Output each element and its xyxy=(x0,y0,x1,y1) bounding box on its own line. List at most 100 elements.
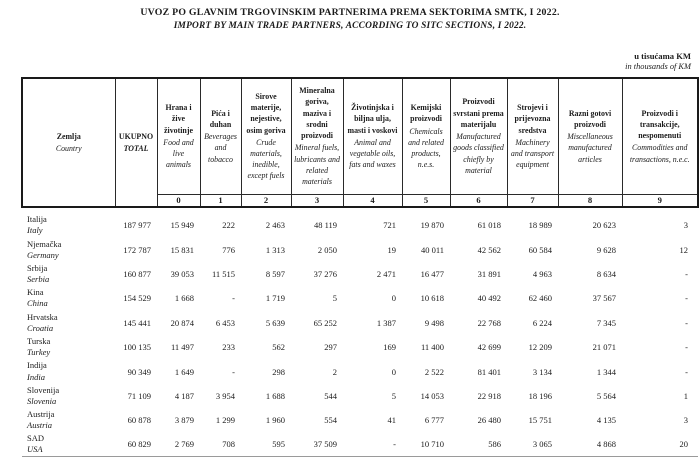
total-cell: 71 109 xyxy=(127,390,151,401)
country-cell: Njemačka Germany xyxy=(22,237,115,261)
value-cell: 15 831 xyxy=(170,244,194,255)
country-name-en: India xyxy=(27,371,45,382)
value-cell: 0 xyxy=(391,366,396,377)
value-cell: 12 xyxy=(679,244,689,255)
value-cell: 18 989 xyxy=(528,220,552,231)
value-cell: 11 515 xyxy=(211,268,235,279)
column-header-section-4: Životinjska i biljna ulja, masti i vosko… xyxy=(342,77,403,195)
total-cell: 60 878 xyxy=(127,415,151,426)
section-header-bs: Hrana i žive životinje xyxy=(164,103,193,135)
value-cell: 10 710 xyxy=(402,432,450,458)
value-cell: - xyxy=(343,432,402,458)
section-header-en: Mineral fuels, lubricants and related ma… xyxy=(294,143,340,187)
value-cell: - xyxy=(232,293,235,304)
value-cell: 4 963 xyxy=(532,268,552,279)
section-header-bs: Razni gotovi proizvodi xyxy=(568,108,612,129)
total-cell: 154 529 xyxy=(123,293,151,304)
value-cell: - xyxy=(685,317,688,328)
value-cell: 298 xyxy=(272,366,285,377)
column-header-section-3: Mineralna goriva, maziva i srodni proizv… xyxy=(290,77,344,195)
country-name-en: Austria xyxy=(27,420,53,431)
section-header-bs: Kemijski proizvodi xyxy=(410,103,442,124)
units-note-english: in thousands of KM xyxy=(625,61,691,71)
section-header-bs: Strojevi i prijevozna sredstva xyxy=(514,103,551,135)
value-cell: 16 477 xyxy=(420,268,444,279)
value-cell: 11 400 xyxy=(420,342,444,353)
country-name-en: Croatia xyxy=(27,322,54,333)
total-cell: 160 877 xyxy=(123,268,151,279)
section-header-en: Chemicals and related products, n.e.s. xyxy=(408,126,444,170)
value-cell: 1 649 xyxy=(174,366,194,377)
country-cell: Srbija Serbia xyxy=(22,262,115,286)
value-cell: 19 xyxy=(387,244,397,255)
column-header-section-8: Razni gotovi proizvodi Miscellaneous manu… xyxy=(557,77,623,195)
value-cell: 9 628 xyxy=(596,244,616,255)
section-header-bs: Proizvodi i transakcije, nespomenuti xyxy=(638,108,682,141)
table-body: Italija Italy 187 977 15 949 222 2 463 48 119 7… xyxy=(22,207,698,458)
section-header-en: Animal and vegetable oils, fats and waxe… xyxy=(349,137,396,170)
value-cell: 18 196 xyxy=(528,390,552,401)
value-cell: 37 276 xyxy=(313,268,337,279)
value-cell: 3 879 xyxy=(174,415,194,426)
column-header-country: Zemlja Country xyxy=(21,77,116,208)
column-header-section-6: Proizvodi svrstani prema materijalu Manuf… xyxy=(449,77,508,195)
section-code-2: 2 xyxy=(240,193,292,208)
value-cell: 776 xyxy=(222,244,235,255)
total-cell: 60 829 xyxy=(115,432,157,458)
country-name-en: Germany xyxy=(27,249,59,260)
total-cell: 90 349 xyxy=(127,366,151,377)
value-cell: 20 874 xyxy=(170,317,194,328)
country-name-en: Turkey xyxy=(27,347,51,358)
value-cell: 10 618 xyxy=(420,293,444,304)
value-cell: 2 xyxy=(332,366,337,377)
value-cell: 37 567 xyxy=(592,293,616,304)
value-cell: 81 401 xyxy=(477,366,501,377)
section-code-6: 6 xyxy=(449,193,508,208)
country-name-bs: Njemačka xyxy=(27,238,62,249)
value-cell: 1 688 xyxy=(265,390,285,401)
value-cell: 15 949 xyxy=(170,220,194,231)
page-title-english: IMPORT BY MAIN TRADE PARTNERS, ACCORDING… xyxy=(173,21,527,31)
value-cell: 3 954 xyxy=(215,390,235,401)
column-header-total: UKUPNO TOTAL xyxy=(114,77,158,208)
section-header-en: Manufactured goods classified chiefly by… xyxy=(453,132,504,175)
table-row: Italija Italy 187 977 15 949 222 2 463 48 119 7… xyxy=(22,213,698,237)
value-cell: 60 584 xyxy=(528,244,552,255)
total-header-bs: UKUPNO xyxy=(118,131,154,141)
value-cell: 11 497 xyxy=(170,342,194,353)
value-cell: 2 769 xyxy=(157,432,200,458)
country-cell: Slovenija Slovenia xyxy=(22,384,115,408)
title-block: UVOZ PO GLAVNIM TRGOVINSKIM PARTNERIMA P… xyxy=(0,0,700,31)
value-cell: - xyxy=(685,293,688,304)
column-header-section-0: Hrana i žive životinje Food and live anim… xyxy=(156,77,201,195)
value-cell: 1 387 xyxy=(376,317,396,328)
section-header-en: Food and live animals xyxy=(163,137,194,170)
table-row: Hrvatska Croatia 145 441 20 874 6 453 5 639 65… xyxy=(22,311,698,335)
value-cell: 2 471 xyxy=(376,268,396,279)
section-code-9: 9 xyxy=(621,193,699,208)
country-name-en: Serbia xyxy=(27,273,50,284)
value-cell: 3 xyxy=(683,220,688,231)
value-cell: 6 453 xyxy=(215,317,235,328)
country-name-bs: Indija xyxy=(27,360,47,371)
column-header-section-5: Kemijski proizvodi Chemicals and related … xyxy=(401,77,451,195)
value-cell: 708 xyxy=(200,432,241,458)
table-row: Austrija Austria 60 878 3 879 1 299 1 960 554 4… xyxy=(22,408,698,432)
units-note: u tisućama KM in thousands of KM xyxy=(625,51,691,72)
country-name-bs: Srbija xyxy=(27,262,48,273)
section-code-8: 8 xyxy=(557,193,623,208)
value-cell: 5 639 xyxy=(265,317,285,328)
column-header-section-1: Pića i duhan Beverages and tobacco xyxy=(199,77,242,195)
section-code-5: 5 xyxy=(401,193,451,208)
value-cell: 6 777 xyxy=(424,415,444,426)
value-cell: 5 xyxy=(332,293,337,304)
country-name-bs: Italija xyxy=(27,214,47,225)
total-cell: 187 977 xyxy=(123,220,151,231)
value-cell: 41 xyxy=(387,415,397,426)
value-cell: 595 xyxy=(241,432,291,458)
value-cell: - xyxy=(685,366,688,377)
section-header-bs: Mineralna goriva, maziva i srodni proizv… xyxy=(299,86,335,141)
country-name-bs: SAD xyxy=(27,433,45,444)
